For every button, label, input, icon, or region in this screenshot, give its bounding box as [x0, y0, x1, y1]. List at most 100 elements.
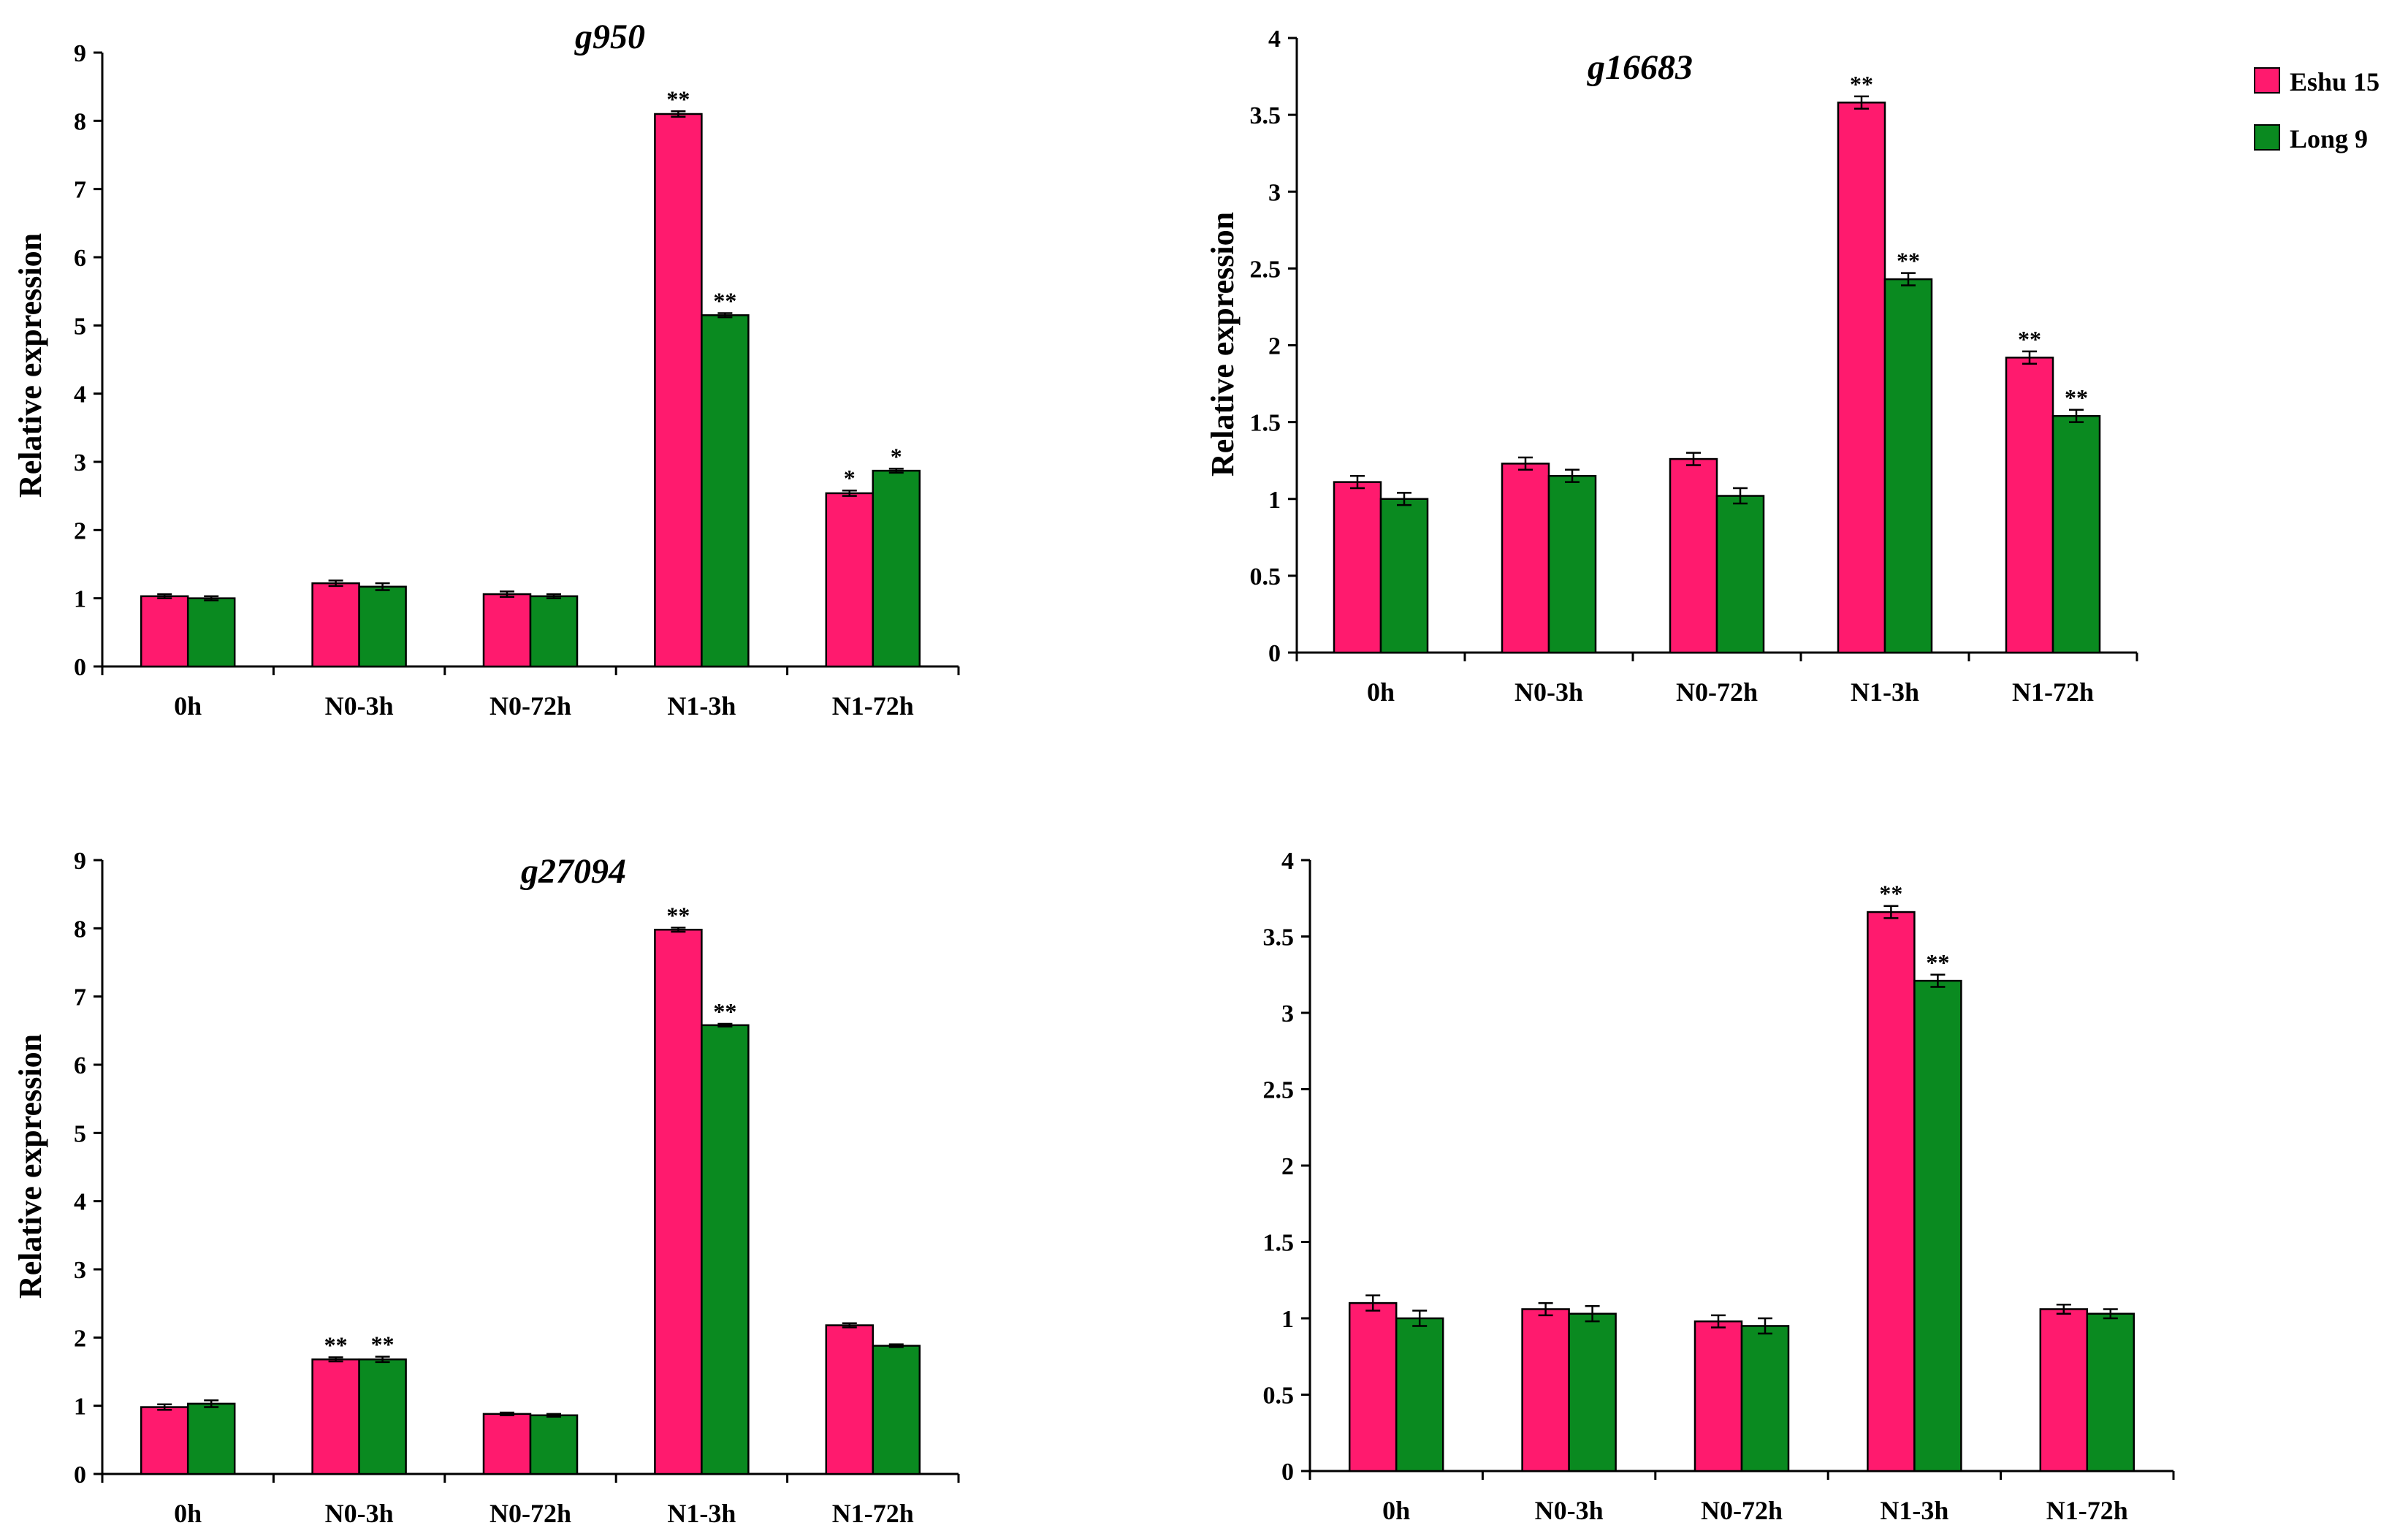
bar-long-9	[186, 597, 236, 668]
y-tick-label: 2	[74, 517, 86, 544]
y-tick-label: 4	[1268, 26, 1281, 53]
x-tick-label: N1-72h	[832, 1499, 914, 1528]
significance-label: **	[371, 1331, 395, 1357]
x-tick-label: 0h	[1382, 1496, 1410, 1525]
bar-eshu-15	[825, 1324, 875, 1475]
significance-label: **	[1850, 71, 1873, 97]
bar-eshu-15	[1669, 457, 1718, 654]
y-tick-label: 7	[74, 177, 86, 204]
bar-long-9	[1395, 1317, 1444, 1472]
y-tick-label: 4	[74, 1189, 86, 1216]
x-tick-label: N1-72h	[832, 691, 914, 721]
bar-eshu-15	[654, 113, 703, 668]
bar-eshu-15	[654, 928, 703, 1475]
significance-label: **	[1897, 248, 1920, 274]
bar-long-9	[1883, 278, 1933, 654]
bar-long-9	[186, 1402, 236, 1475]
significance-label: **	[713, 998, 736, 1025]
x-tick-label: N0-72h	[489, 691, 571, 721]
x-tick-label: N1-72h	[2046, 1496, 2128, 1525]
x-tick-label: N0-3h	[325, 1499, 394, 1528]
chart-panel-4: 0 0.5 1 1.5 2 2.5 3 3.5 4 0h N0-3h N0-72h N1-3h ** ** N…	[1263, 848, 2175, 1525]
x-tick-label: N1-3h	[1880, 1496, 1948, 1525]
y-tick-label: 9	[74, 848, 86, 875]
y-tick-label: 0	[1268, 640, 1281, 667]
y-tick-label: 8	[74, 108, 86, 135]
y-tick-label: 5	[74, 1120, 86, 1147]
bar-eshu-15	[1333, 481, 1382, 654]
legend: Eshu 15 Long 9	[2254, 67, 2380, 153]
significance-label: **	[713, 288, 736, 314]
y-tick-label: 4	[1281, 848, 1294, 875]
x-tick-label: N0-72h	[1676, 677, 1758, 707]
bar-eshu-15	[1348, 1302, 1398, 1472]
x-tick-label: 0h	[1367, 677, 1395, 707]
legend-label-eshu-15: Eshu 15	[2290, 67, 2380, 96]
bar-long-9	[2051, 414, 2101, 654]
bar-long-9	[701, 314, 750, 668]
y-tick-label: 0	[74, 1462, 86, 1489]
y-tick-label: 6	[74, 1052, 86, 1079]
y-tick-label: 0	[74, 654, 86, 681]
x-tick-label: N0-3h	[1535, 1496, 1604, 1525]
y-tick-label: 9	[74, 40, 86, 67]
bar-eshu-15	[1837, 102, 1886, 654]
bar-long-9	[358, 585, 407, 668]
bar-eshu-15	[1867, 911, 1916, 1472]
x-tick-label: N1-3h	[667, 1499, 736, 1528]
y-tick-label: 0.5	[1250, 563, 1281, 590]
bar-long-9	[872, 1345, 921, 1475]
significance-label: **	[666, 902, 690, 928]
y-axis-label: Relative expression	[12, 1034, 48, 1299]
y-tick-label: 1.5	[1250, 410, 1281, 437]
bar-eshu-15	[2005, 357, 2054, 654]
x-tick-label: N1-72h	[2012, 677, 2094, 707]
x-tick-label: N1-3h	[667, 691, 736, 721]
y-tick-label: 3	[74, 1257, 86, 1284]
y-tick-label: 6	[74, 245, 86, 272]
significance-label: *	[891, 443, 902, 469]
bar-long-9	[1568, 1312, 1617, 1472]
x-tick-label: N0-3h	[1514, 677, 1583, 707]
y-tick-label: 3.5	[1263, 924, 1295, 951]
bar-eshu-15	[140, 1406, 189, 1475]
x-tick-label: N0-72h	[489, 1499, 571, 1528]
y-tick-label: 2	[1281, 1153, 1294, 1180]
chart-panel-2: 0 0.5 1 1.5 2 2.5 3 3.5 4 0h N0-3h N0-72h N1-3h ** ** N…	[1205, 26, 2138, 707]
chart-panel-3: 0 1 2 3 4 5 6 7 8 9 0h N0-3h ** ** N0-72h N1-3h ** ** N1-7…	[12, 848, 960, 1528]
significance-label: *	[844, 465, 856, 491]
bar-eshu-15	[825, 492, 875, 668]
bar-long-9	[529, 595, 579, 668]
y-tick-label: 3	[1268, 179, 1281, 206]
y-tick-label: 3.5	[1250, 102, 1281, 129]
significance-label: **	[2065, 384, 2088, 411]
y-tick-label: 7	[74, 984, 86, 1011]
x-tick-label: 0h	[174, 1499, 202, 1528]
y-tick-label: 1	[1281, 1306, 1294, 1333]
y-tick-label: 2.5	[1250, 256, 1281, 283]
y-tick-label: 5	[74, 313, 86, 340]
bar-eshu-15	[1693, 1320, 1743, 1472]
bar-eshu-15	[2039, 1308, 2089, 1472]
y-axis-label: Relative expression	[12, 233, 48, 498]
y-axis-label: Relative expression	[1205, 212, 1241, 476]
legend-label-long-9: Long 9	[2290, 124, 2368, 153]
y-tick-label: 4	[74, 381, 86, 408]
chart-title: g27094	[520, 852, 626, 891]
y-tick-label: 0	[1281, 1459, 1294, 1486]
y-tick-label: 8	[74, 916, 86, 943]
bar-long-9	[1715, 495, 1765, 654]
bar-long-9	[1740, 1325, 1790, 1472]
x-tick-label: 0h	[174, 691, 202, 721]
bar-long-9	[1379, 498, 1429, 654]
y-tick-label: 2	[74, 1325, 86, 1352]
significance-label: **	[1926, 949, 1949, 976]
y-tick-label: 3	[1281, 1000, 1294, 1027]
bar-eshu-15	[311, 582, 360, 668]
bar-eshu-15	[1501, 463, 1550, 654]
y-tick-label: 2	[1268, 333, 1281, 360]
y-tick-label: 1	[1268, 487, 1281, 514]
bar-eshu-15	[140, 595, 189, 668]
